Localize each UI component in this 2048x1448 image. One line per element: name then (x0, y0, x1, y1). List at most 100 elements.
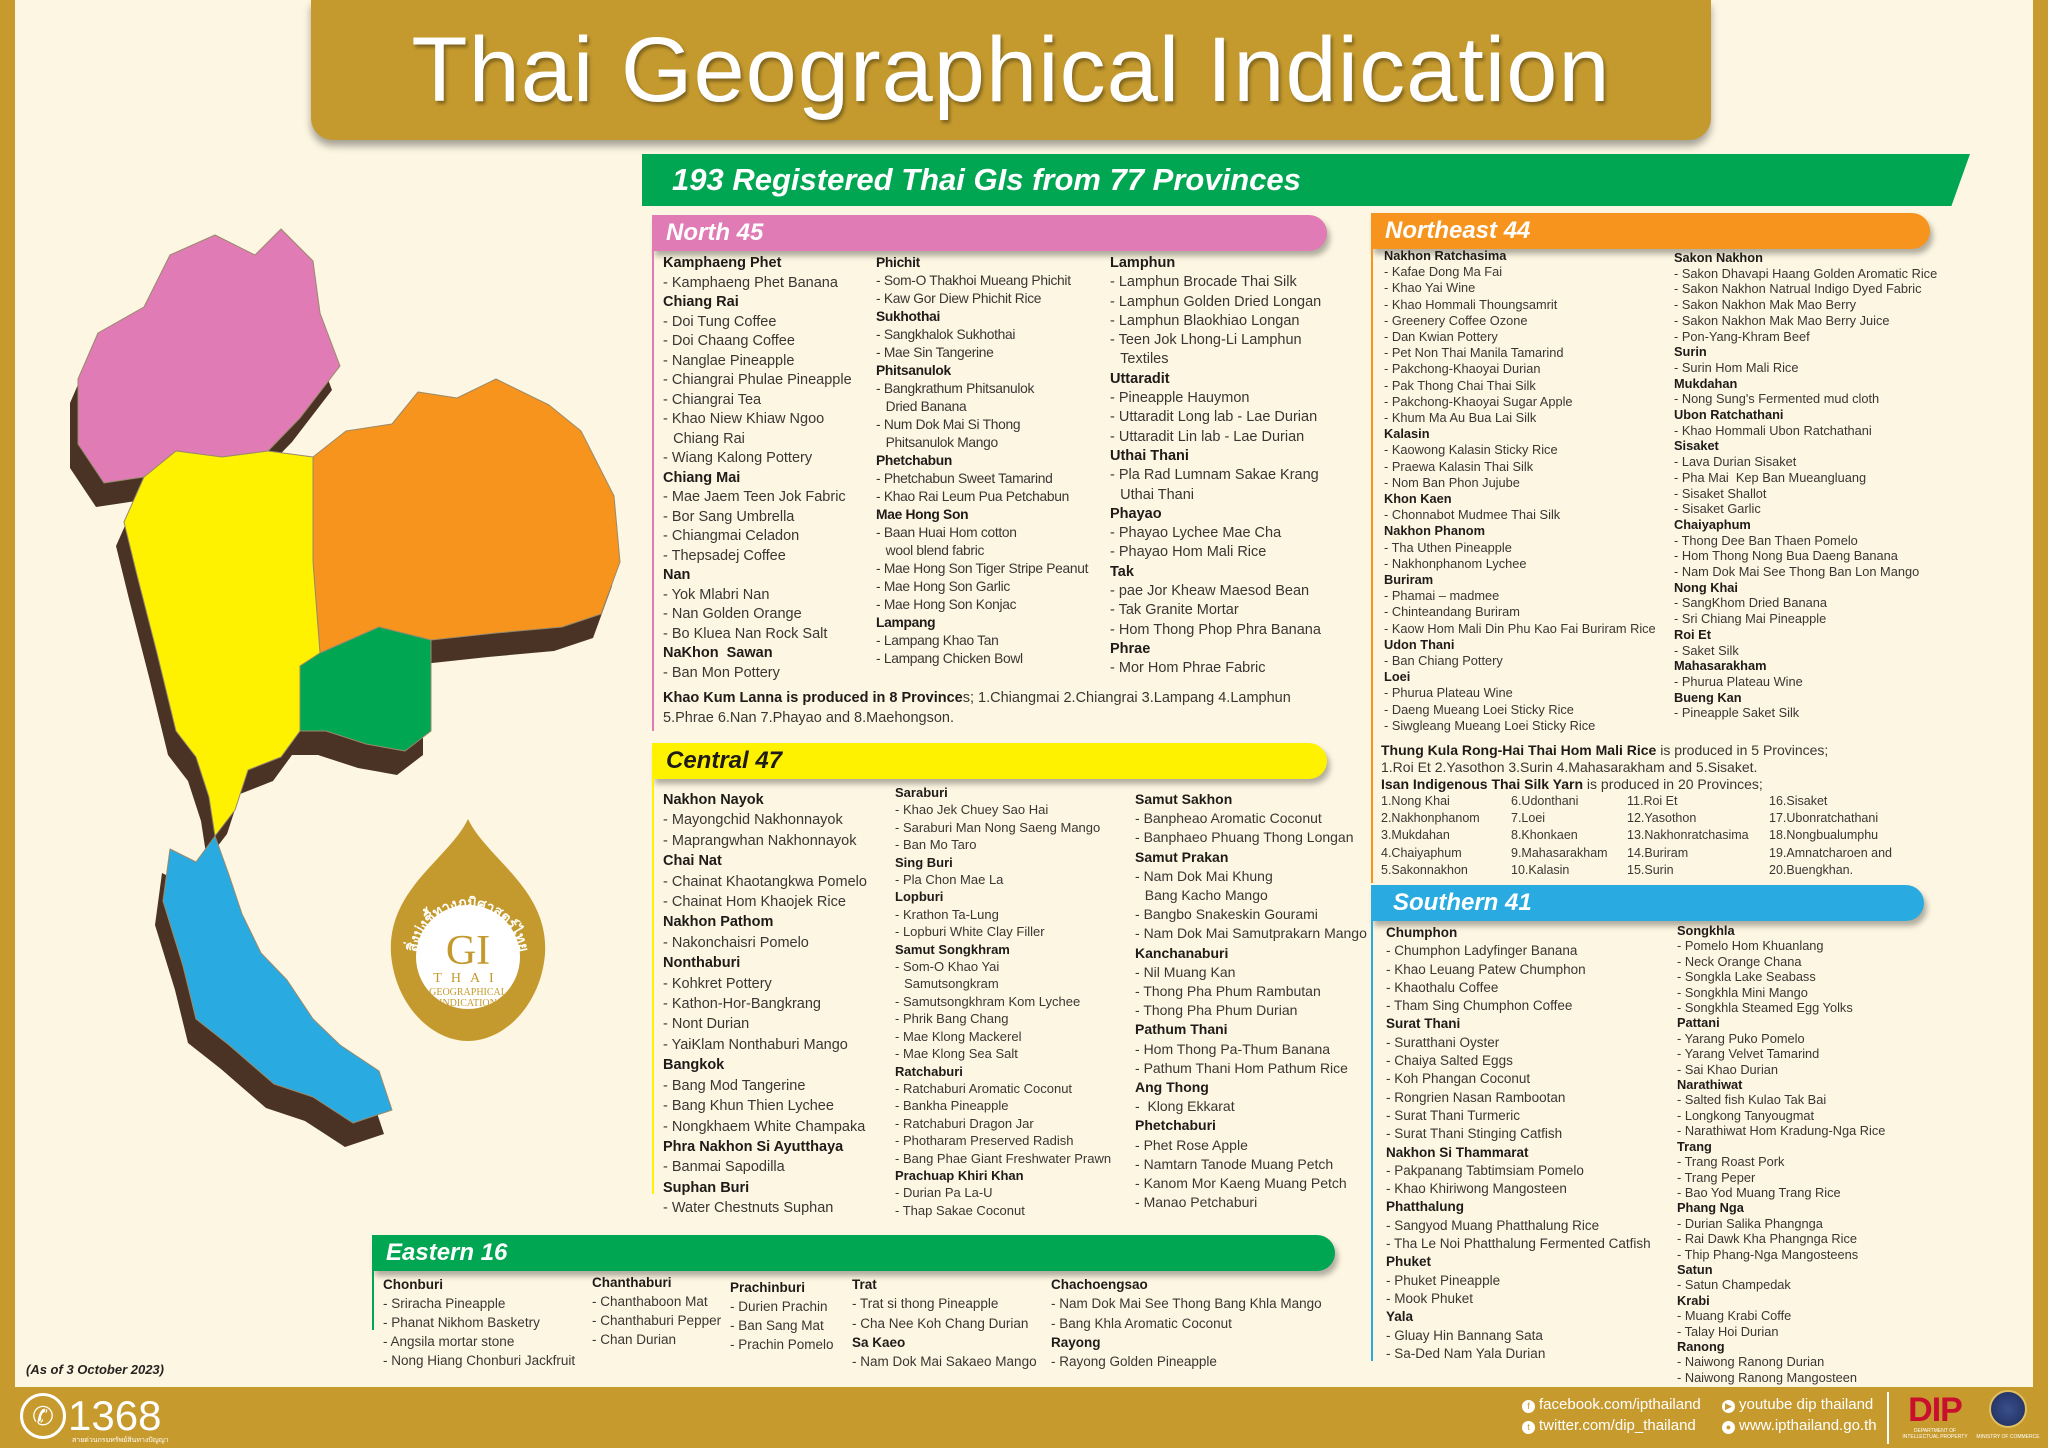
isan-province: 10.Kalasin (1511, 862, 1627, 879)
dip-logo: DIP DEPARTMENT OF INTELLECTUAL PROPERTY (1897, 1392, 1973, 1440)
gi-item: Songkla Lake Seabass (1677, 969, 1942, 984)
gi-logo: สิ่งบ่งชี้ทางภูมิศาสตร์ไทย GI THAI GEOGR… (387, 819, 549, 1041)
isan-province: 1.Nong Khai (1381, 793, 1511, 810)
central-column-2: SaraburiKhao Jek Chuey Sao HaiSaraburi M… (895, 784, 1135, 1219)
social-links-right: ▶youtube dip thailand ●www.ipthailand.go… (1722, 1394, 1877, 1436)
gi-item: Trat si thong Pineapple (852, 1294, 1047, 1313)
map-region-northeast (313, 379, 620, 653)
gi-item: Longkong Tanyougmat (1677, 1108, 1942, 1123)
eastern-region-divider (372, 1270, 374, 1330)
province-name: Chiang Mai (663, 469, 873, 489)
province-name: Suphan Buri (663, 1178, 888, 1198)
gi-item: Yarang Puko Pomelo (1677, 1031, 1942, 1046)
gi-item: Nong Sung's Fermented mud cloth (1674, 391, 1944, 407)
note-bold: Isan Indigenous Thai Silk Yarn (1381, 776, 1583, 792)
twitter-link[interactable]: twitter.com/dip_thailand (1539, 1417, 1696, 1434)
isan-province: 4.Chaiyaphum (1381, 845, 1511, 862)
province-name: Pattani (1677, 1015, 1942, 1030)
province-name: Khon Kaen (1384, 491, 1669, 507)
globe-icon: ● (1722, 1421, 1735, 1434)
gi-item: Som-O Thakhoi Mueang Phichit (876, 272, 1108, 290)
gi-item: Gluay Hin Bannang Sata (1386, 1327, 1676, 1345)
gi-item: Hom Thong Nong Bua Daeng Banana (1674, 548, 1944, 564)
province-name: Roi Et (1674, 627, 1944, 643)
gi-item: Chaiya Salted Eggs (1386, 1052, 1676, 1070)
gi-item: Phrik Bang Chang (895, 1010, 1135, 1027)
isan-province: 14.Buriram (1627, 845, 1769, 862)
facebook-link[interactable]: facebook.com/ipthailand (1539, 1396, 1701, 1413)
province-name: Samut Songkhram (895, 941, 1135, 958)
province-name: Krabi (1677, 1293, 1942, 1308)
gi-item: Kamphaeng Phet Banana (663, 274, 873, 294)
gi-logo-geographical: GEOGRAPHICAL (429, 987, 507, 998)
gi-item: Sri Chiang Mai Pineapple (1674, 611, 1944, 627)
central-region-divider (652, 779, 654, 1194)
gi-item: Thong Dee Ban Thaen Pomelo (1674, 533, 1944, 549)
website-link[interactable]: www.ipthailand.go.th (1739, 1417, 1877, 1434)
gi-item: Chanthaburi Pepper (592, 1311, 726, 1330)
gi-item: Thepsadej Coffee (663, 547, 873, 567)
gi-item: Tak Granite Mortar (1110, 601, 1340, 620)
province-name: Phuket (1386, 1253, 1676, 1271)
province-name: Pathum Thani (1135, 1020, 1370, 1039)
gi-item: Surat Thani Stinging Catfish (1386, 1125, 1676, 1143)
gi-item: Khao Yai Wine (1384, 280, 1669, 296)
gi-item: Nil Muang Kan (1135, 963, 1370, 982)
gi-item: Bor Sang Umbrella (663, 508, 873, 528)
gi-item: Kafae Dong Ma Fai (1384, 264, 1669, 280)
gi-item: Mae Hong Son Tiger Stripe Peanut (876, 560, 1108, 578)
north-region-title: North 45 (666, 219, 763, 247)
gi-item: Sakon Dhavapi Haang Golden Aromatic Rice (1674, 266, 1944, 282)
isan-province: 3.Mukdahan (1381, 827, 1511, 844)
gi-item: Pakpanang Tabtimsiam Pomelo (1386, 1162, 1676, 1180)
isan-province: 17.Ubonratchathani (1769, 810, 1909, 827)
gi-item: Greenery Coffee Ozone (1384, 313, 1669, 329)
gi-item: Thong Pha Phum Rambutan (1135, 982, 1370, 1001)
gi-item: Pak Thong Chai Thai Silk (1384, 378, 1669, 394)
province-name: Prachuap Khiri Khan (895, 1167, 1135, 1184)
youtube-link[interactable]: youtube dip thailand (1739, 1396, 1873, 1413)
gi-logo-mark: GI (446, 928, 490, 974)
southern-column-1: ChumphonChumphon Ladyfinger BananaKhao L… (1386, 924, 1676, 1363)
gi-item: Tha Uthen Pineapple (1384, 540, 1669, 556)
gi-item: Sakon Nakhon Mak Mao Berry Juice (1674, 313, 1944, 329)
province-name: Samut Prakan (1135, 848, 1370, 867)
province-name: Loei (1384, 669, 1669, 685)
province-name: Chonburi (383, 1275, 583, 1294)
isan-province: 5.Sakonnakhon (1381, 862, 1511, 879)
gi-item: Khao Niew Khiaw Ngoo Chiang Rai (663, 410, 873, 449)
province-name: Tak (1110, 563, 1340, 582)
isan-province: 20.Buengkhan. (1769, 862, 1909, 879)
isan-province: 16.Sisaket (1769, 793, 1909, 810)
facebook-icon: f (1522, 1400, 1535, 1413)
province-name: Kamphaeng Phet (663, 254, 873, 274)
gi-item: Nakhonphanom Lychee (1384, 556, 1669, 572)
isan-province: 12.Yasothon (1627, 810, 1769, 827)
gi-item: Pon-Yang-Khram Beef (1674, 329, 1944, 345)
province-name: Nakhon Pathom (663, 912, 888, 932)
gi-item: Lamphun Golden Dried Longan (1110, 293, 1340, 312)
gi-item: Bang Mod Tangerine (663, 1076, 888, 1096)
isan-province: 6.Udonthani (1511, 793, 1627, 810)
gi-item: Durian Pa La-U (895, 1184, 1135, 1201)
southern-region-header: Southern 41 (1371, 885, 1924, 921)
northeast-region-title: Northeast 44 (1385, 217, 1530, 245)
gi-item: Sangkhalok Sukhothai (876, 326, 1108, 344)
gi-item: Hom Thong Pa-Thum Banana (1135, 1040, 1370, 1059)
gi-item: Durien Prachin (730, 1297, 846, 1316)
isan-silk-province-grid: 1.Nong Khai2.Nakhonphanom3.Mukdahan4.Cha… (1381, 793, 1941, 879)
gi-item: Krathon Ta-Lung (895, 906, 1135, 923)
gi-item: Ban Chiang Pottery (1384, 653, 1669, 669)
gi-item: Lamphun Brocade Thai Silk (1110, 273, 1340, 292)
gi-item: Kohkret Pottery (663, 974, 888, 994)
registered-count-banner: 193 Registered Thai GIs from 77 Province… (642, 154, 1970, 206)
southern-column-2: SongkhlaPomelo Hom KhuanlangNeck Orange … (1677, 923, 1942, 1385)
gi-item: Khao Jek Chuey Sao Hai (895, 801, 1135, 818)
gi-item: Uttaradit Long lab - Lae Durian (1110, 408, 1340, 427)
gi-item: Pla Rad Lumnam Sakae Krang Uthai Thani (1110, 466, 1340, 505)
gi-item: Salted fish Kulao Tak Bai (1677, 1092, 1942, 1107)
gi-item: Maprangwhan Nakhonnayok (663, 831, 888, 851)
province-name: Buriram (1384, 572, 1669, 588)
central-column-1: Nakhon NayokMayongchid NakhonnayokMapran… (663, 790, 888, 1219)
gi-item: Doi Tung Coffee (663, 313, 873, 333)
